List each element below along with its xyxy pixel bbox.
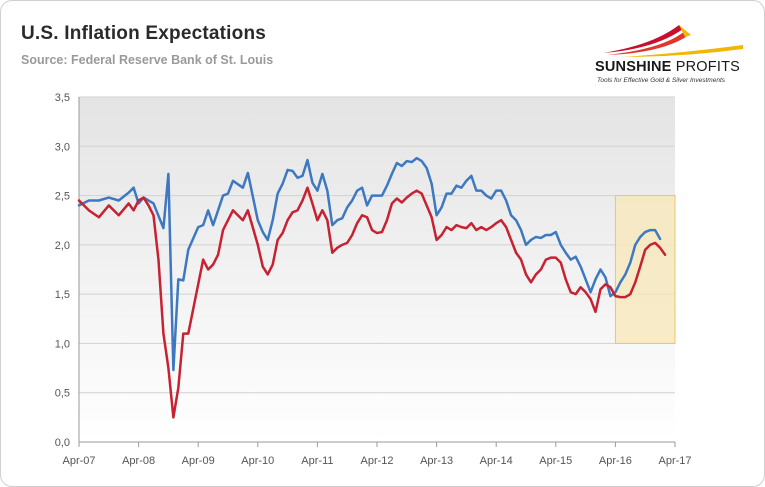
y-tick-label: 2,5 bbox=[55, 191, 70, 203]
x-tick-label: Apr-15 bbox=[539, 455, 572, 467]
chart-subtitle: Source: Federal Reserve Bank of St. Loui… bbox=[21, 53, 274, 67]
x-tick-label: Apr-16 bbox=[599, 455, 632, 467]
y-tick-label: 3,5 bbox=[55, 92, 70, 104]
x-tick-label: Apr-13 bbox=[420, 455, 453, 467]
series-line-blue bbox=[77, 156, 662, 372]
logo-wordmark: SUNSHINE PROFITS bbox=[595, 59, 740, 75]
y-axis-tick-labels: 0,0 0,5 1,0 1,5 2,0 2,5 3,0 3,5 bbox=[55, 92, 70, 449]
series-line-red bbox=[77, 186, 667, 419]
logo-tagline: Tools for Effective Gold & Silver Invest… bbox=[597, 77, 726, 84]
y-tick-label: 1,0 bbox=[55, 338, 70, 350]
x-tick-label: Apr-09 bbox=[182, 455, 215, 467]
x-tick-label: Apr-11 bbox=[301, 455, 333, 467]
sunshine-profits-logo: SUNSHINE PROFITS Tools for Effective Gol… bbox=[593, 19, 753, 91]
y-tick-label: 1,5 bbox=[55, 289, 70, 301]
x-tick-label: Apr-12 bbox=[360, 455, 393, 467]
logo-name-part1: SUNSHINE bbox=[595, 59, 672, 75]
x-tick-label: Apr-14 bbox=[480, 455, 513, 467]
x-tick-label: Apr-07 bbox=[62, 455, 95, 467]
y-tick-label: 0,5 bbox=[55, 388, 70, 400]
chart-title: U.S. Inflation Expectations bbox=[21, 23, 267, 44]
x-tick-label: Apr-17 bbox=[658, 455, 691, 467]
plot-area bbox=[79, 97, 675, 442]
axes bbox=[78, 97, 676, 447]
series-layer bbox=[77, 156, 667, 419]
highlight-box bbox=[614, 195, 676, 344]
y-tick-label: 3,0 bbox=[55, 141, 70, 153]
logo-swoosh-icon bbox=[603, 25, 743, 57]
logo-name-part2: PROFITS bbox=[675, 59, 741, 75]
y-tick-label: 0,0 bbox=[55, 437, 70, 449]
x-tick-label: Apr-08 bbox=[122, 455, 155, 467]
x-tick-label: Apr-10 bbox=[241, 455, 274, 467]
y-tick-label: 2,0 bbox=[55, 240, 70, 252]
x-axis-tick-labels: Apr-07 Apr-08 Apr-09 Apr-10 Apr-11 Apr-12 Apr-… bbox=[62, 455, 691, 467]
